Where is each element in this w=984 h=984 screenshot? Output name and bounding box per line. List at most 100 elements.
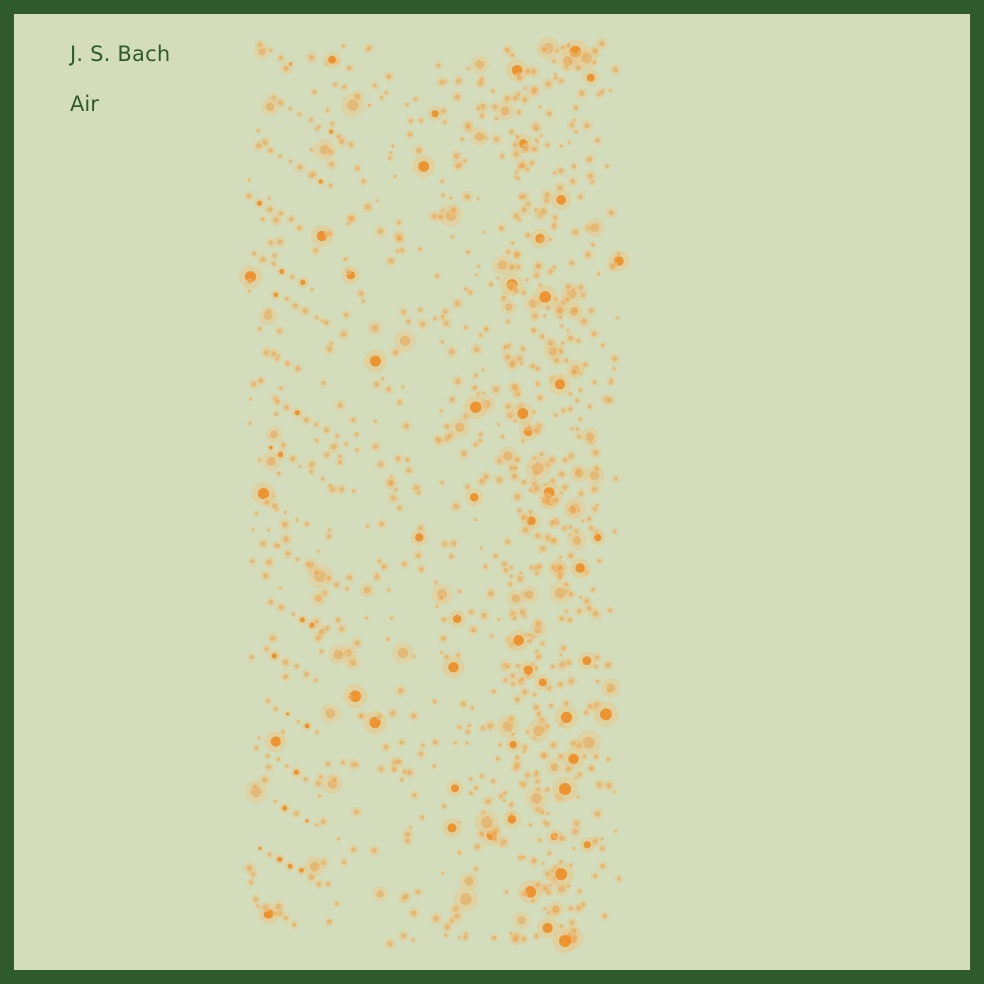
- note-dot-462: [496, 715, 520, 738]
- note-dot-65: [260, 97, 280, 116]
- note-dot-477: [531, 803, 544, 816]
- note-dot-596: [510, 92, 521, 104]
- note-dot-199: [417, 116, 425, 125]
- note-dot-353: [452, 739, 459, 747]
- note-dot-197: [378, 94, 386, 102]
- note-dot-625: [532, 879, 544, 891]
- note-dot-273: [430, 762, 438, 770]
- note-dot-1: [265, 237, 276, 248]
- note-dot-813: [577, 315, 591, 328]
- note-dot-485: [513, 134, 533, 154]
- note-dot-558: [518, 203, 531, 216]
- note-dot-867: [563, 281, 574, 292]
- note-dot-590: [511, 402, 535, 425]
- note-dot-398: [481, 324, 491, 334]
- note-dot-269: [456, 587, 463, 595]
- note-dot-236: [416, 564, 427, 575]
- note-dot-1064: [305, 871, 318, 883]
- note-dot-2: [256, 735, 262, 741]
- note-dot-675: [557, 554, 564, 561]
- note-dot-278: [441, 921, 454, 933]
- note-dot-649: [534, 208, 547, 221]
- note-dot-495: [520, 747, 528, 755]
- note-dot-26: [273, 505, 281, 514]
- note-dot-989: [271, 290, 281, 300]
- note-dot-160: [341, 254, 350, 264]
- note-dot-997: [282, 358, 293, 369]
- note-dot-985: [276, 266, 287, 277]
- note-dot-815: [555, 468, 568, 480]
- note-dot-213: [394, 503, 405, 513]
- note-dot-1034: [315, 626, 328, 638]
- note-dot-982: [250, 249, 259, 258]
- note-dot-1019: [293, 516, 301, 524]
- note-dot-564: [519, 477, 529, 487]
- note-dot-430: [497, 152, 507, 161]
- note-dot-351: [439, 191, 447, 199]
- note-dot-999: [272, 397, 283, 407]
- note-dot-1045: [301, 720, 313, 732]
- note-dot-777: [581, 708, 591, 718]
- note-dot-144: [311, 224, 333, 247]
- note-dot-977: [253, 197, 265, 209]
- note-dot-1037: [279, 656, 292, 668]
- note-dot-492: [528, 855, 540, 867]
- note-dot-779: [566, 139, 572, 146]
- note-dot-918: [606, 260, 619, 273]
- note-dot-1042: [271, 704, 280, 714]
- note-dot-1025: [311, 567, 322, 578]
- note-dot-88: [335, 457, 345, 467]
- note-dot-924: [585, 763, 597, 774]
- note-dot-511: [516, 216, 523, 223]
- note-dot-415: [474, 810, 499, 835]
- note-dot-135: [358, 176, 368, 186]
- note-dot-126: [316, 793, 323, 799]
- note-dot-229: [392, 486, 400, 493]
- note-dot-707: [538, 44, 549, 55]
- note-dot-312: [449, 233, 456, 240]
- note-dot-361: [448, 195, 454, 202]
- note-dot-198: [383, 384, 394, 395]
- note-dot-471: [470, 127, 489, 147]
- note-dot-466: [495, 101, 515, 121]
- note-dot-463: [484, 814, 491, 821]
- note-dot-584: [513, 753, 521, 761]
- note-dot-525: [512, 454, 523, 465]
- note-dot-407: [500, 299, 517, 316]
- note-dot-120: [339, 644, 357, 662]
- note-dot-227: [397, 245, 407, 256]
- note-dot-528: [529, 143, 541, 155]
- note-dot-595: [524, 276, 530, 283]
- note-dot-253: [375, 458, 387, 470]
- note-dot-842: [574, 432, 584, 441]
- note-dot-52: [280, 671, 291, 682]
- note-dot-46: [259, 215, 267, 223]
- note-dot-1001: [291, 407, 303, 419]
- note-dot-753: [532, 617, 545, 630]
- note-dot-89: [346, 694, 353, 701]
- note-dot-529: [530, 562, 542, 574]
- note-dot-117: [352, 430, 361, 439]
- note-dot-954: [605, 207, 617, 219]
- note-dot-808: [559, 339, 567, 347]
- note-dot-352: [467, 624, 479, 636]
- note-dot-657: [548, 906, 561, 918]
- note-dot-916: [589, 607, 602, 620]
- note-dot-905: [580, 427, 599, 446]
- note-dot-1071: [552, 928, 578, 954]
- note-dot-972: [294, 161, 306, 173]
- note-dot-79: [346, 213, 354, 222]
- note-dot-689: [542, 819, 552, 829]
- note-dot-673: [533, 768, 540, 776]
- note-dot-967: [334, 132, 344, 141]
- note-dot-363: [470, 55, 490, 74]
- note-dot-21: [259, 569, 272, 582]
- note-dot-557: [523, 632, 529, 638]
- note-dot-912: [590, 58, 598, 67]
- note-dot-615: [511, 694, 523, 705]
- note-dot-292: [438, 479, 446, 486]
- note-dot-465: [488, 632, 495, 639]
- note-dot-737: [545, 758, 563, 776]
- note-dot-518: [517, 778, 530, 791]
- note-dot-545: [505, 59, 529, 82]
